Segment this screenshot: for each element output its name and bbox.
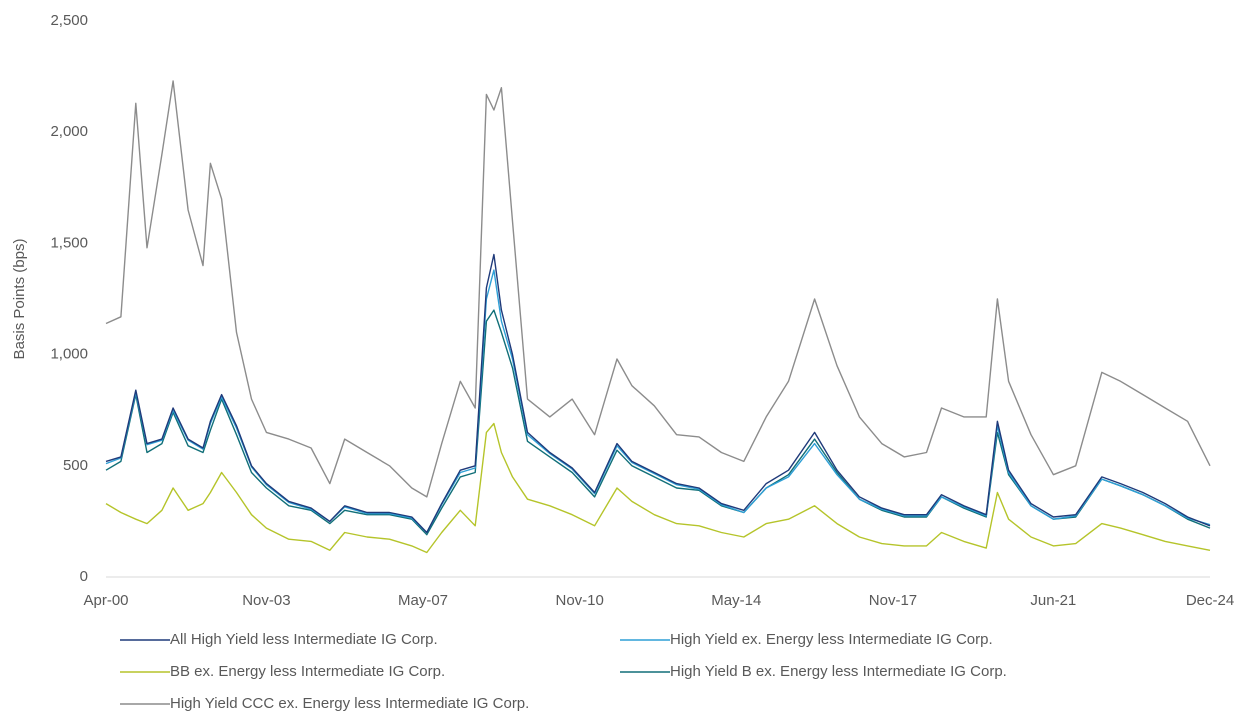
series-line [105,269,1211,534]
y-tick-label: 2,500 [50,12,88,29]
y-tick-label: 1,000 [50,346,88,363]
x-tick-label: May-14 [711,592,761,609]
x-tick-label: Nov-10 [555,592,603,609]
legend-label: All High Yield less Intermediate IG Corp… [170,631,438,648]
series-line [105,80,1211,498]
legend-label: High Yield ex. Energy less Intermediate … [670,631,993,648]
legend-label: High Yield CCC ex. Energy less Intermedi… [170,695,529,712]
series-line [105,422,1211,554]
y-axis-label: Basis Points (bps) [11,239,28,360]
y-tick-label: 1,500 [50,234,88,251]
legend-label: High Yield B ex. Energy less Intermediat… [670,663,1007,680]
y-tick-label: 2,000 [50,123,88,140]
x-tick-label: Jun-21 [1030,592,1076,609]
y-tick-label: 0 [80,568,88,585]
series-line [105,309,1211,536]
x-tick-label: Nov-03 [242,592,290,609]
legend-label: BB ex. Energy less Intermediate IG Corp. [170,663,445,680]
x-tick-label: Dec-24 [1186,592,1234,609]
series-line [105,253,1211,534]
x-tick-label: Apr-00 [83,592,128,609]
y-tick-label: 500 [63,457,88,474]
x-tick-label: May-07 [398,592,448,609]
x-tick-label: Nov-17 [869,592,917,609]
